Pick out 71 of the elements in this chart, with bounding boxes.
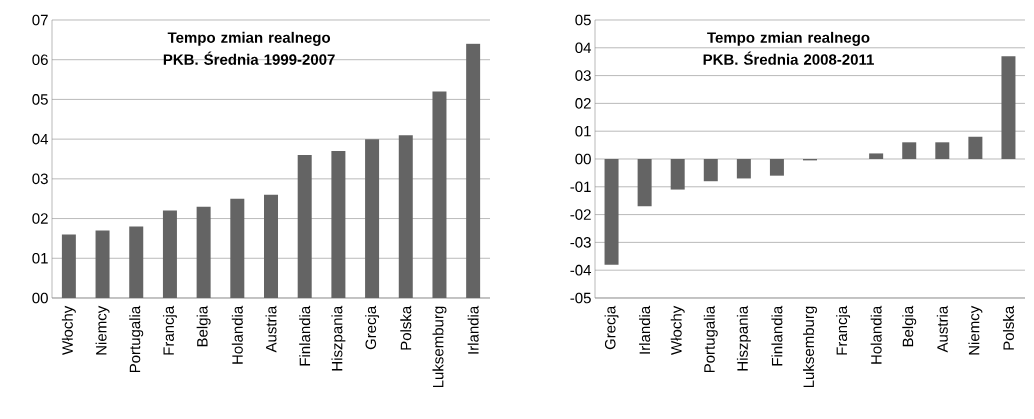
x-tick-label: Grecja xyxy=(604,305,619,350)
x-tick-label: Irlandia xyxy=(639,305,651,354)
x-tick-label: Niemcy xyxy=(95,305,110,355)
bar xyxy=(129,226,144,298)
x-tick-label: Hiszpania xyxy=(736,305,751,371)
bar xyxy=(432,91,447,298)
y-tick-label: 06 xyxy=(32,54,48,66)
x-tick-label: Irlandia xyxy=(467,305,479,354)
y-tick-label: 07 xyxy=(32,14,48,26)
bar xyxy=(968,136,983,159)
y-tick-label: 01 xyxy=(32,252,48,264)
text: Tempo zmian realnego PKB. Średnia 2008-2011 xyxy=(703,31,874,65)
x-tick-label: Polska xyxy=(400,305,412,350)
text: Tempo zmian realnego PKB. Średnia 1999-2007 xyxy=(163,31,335,65)
y-tick-label: 00 xyxy=(32,292,48,304)
x-tick-label: Włochy xyxy=(670,305,685,355)
y-tick-label: 00 xyxy=(575,153,591,165)
x-tick-label: Francja xyxy=(162,305,177,355)
y-tick-label: 02 xyxy=(32,213,48,224)
bar xyxy=(769,158,784,176)
bar xyxy=(398,135,413,298)
x-tick-label: Grecja xyxy=(365,305,380,350)
x-tick-label: Belgia xyxy=(902,305,917,347)
y-tick-label: 03 xyxy=(32,173,48,185)
y-tick-label: 04 xyxy=(32,133,49,145)
x-tick-label: Włochy xyxy=(61,305,76,355)
x-tick-label: Austria xyxy=(936,305,948,353)
x-tick-label: Hiszpania xyxy=(331,305,346,371)
x-tick-label: Niemcy xyxy=(968,305,983,355)
x-tick-label: Finlandia xyxy=(299,305,311,366)
y-tick-label: 02 xyxy=(575,98,591,109)
x-tick-label: Portugalia xyxy=(129,305,144,373)
y-tick-label: 03 xyxy=(575,70,591,81)
bar xyxy=(230,198,245,298)
bar xyxy=(736,158,751,179)
bar xyxy=(637,158,652,207)
bar xyxy=(61,234,76,298)
y-tick-label: 04 xyxy=(575,42,592,54)
bar xyxy=(604,158,619,265)
x-tick-label: Belgia xyxy=(196,305,211,347)
bar xyxy=(869,153,884,159)
bar xyxy=(703,158,718,182)
y-tick-label: 05 xyxy=(32,94,48,105)
y-tick-label: -04 xyxy=(570,264,592,276)
bar xyxy=(297,155,312,298)
y-tick-label: -03 xyxy=(570,237,591,248)
y-tick-label: 01 xyxy=(575,125,591,137)
bar xyxy=(365,139,380,298)
x-tick-label: Luksemburg xyxy=(803,306,817,388)
bar xyxy=(162,210,177,298)
y-tick-label: -01 xyxy=(570,181,591,193)
x-tick-label: Holandia xyxy=(231,305,243,364)
bar xyxy=(670,158,685,190)
x-tick-label: Austria xyxy=(265,305,277,353)
x-tick-label: Luksemburg xyxy=(432,306,447,388)
bar xyxy=(196,206,211,298)
y-tick-label: 05 xyxy=(575,14,591,26)
y-tick-label: -05 xyxy=(570,292,591,304)
bar xyxy=(935,142,950,159)
x-tick-label: Holandia xyxy=(870,305,882,364)
bar xyxy=(466,43,481,298)
bar xyxy=(1001,56,1016,159)
bar xyxy=(264,194,279,298)
bar xyxy=(902,142,917,159)
x-tick-label: Polska xyxy=(1002,305,1014,350)
bar xyxy=(95,230,110,298)
bar xyxy=(331,151,346,298)
x-tick-label: Portugalia xyxy=(703,305,718,373)
x-tick-label: Francja xyxy=(836,305,851,355)
y-tick-label: -02 xyxy=(570,209,591,220)
x-tick-label: Finlandia xyxy=(771,305,783,366)
